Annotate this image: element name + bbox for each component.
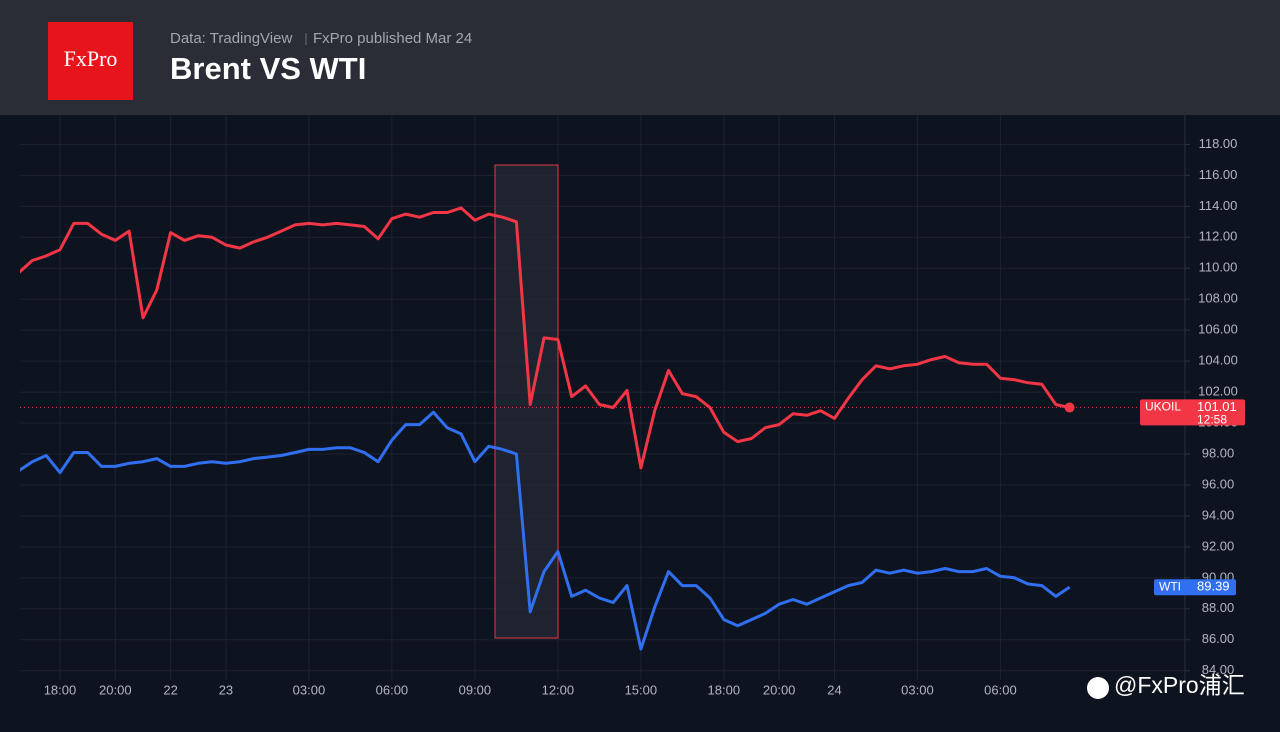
y-tick-label: 106.00	[1198, 322, 1238, 337]
labels: 84.0086.0088.0090.0092.0094.0096.0098.00…	[44, 136, 1245, 697]
x-tick-label: 03:00	[901, 682, 934, 697]
y-tick-label: 86.00	[1202, 631, 1235, 646]
x-tick-label: 20:00	[99, 682, 132, 697]
x-tick-label: 22	[163, 682, 177, 697]
y-tick-label: 98.00	[1202, 445, 1235, 460]
header	[0, 0, 1280, 115]
x-tick-label: 12:00	[542, 682, 575, 697]
logo	[48, 22, 133, 100]
chart-title: Brent VS WTI	[170, 51, 366, 86]
price-label-value: 89.39	[1197, 579, 1230, 594]
y-tick-label: 92.00	[1202, 538, 1235, 553]
logo-text: FxPro	[64, 46, 118, 71]
y-tick-label: 110.00	[1199, 260, 1238, 275]
price-label	[1140, 399, 1245, 426]
watermark: @FxPro浦汇	[1114, 672, 1245, 698]
x-tick-label: 09:00	[459, 682, 492, 697]
y-tick-label: 114.00	[1199, 198, 1238, 213]
y-tick-label: 118.00	[1199, 136, 1238, 151]
published: FxPro published Mar 24	[313, 30, 472, 47]
x-tick-label: 20:00	[763, 682, 796, 697]
x-tick-label: 24	[827, 682, 841, 697]
x-tick-label: 06:00	[984, 682, 1017, 697]
x-tick-label: 18:00	[708, 682, 741, 697]
x-tick-label: 15:00	[625, 682, 658, 697]
y-tick-label: 88.00	[1202, 600, 1235, 615]
price-label-name: WTI	[1159, 579, 1181, 593]
price-label-value: 101.01	[1197, 399, 1237, 414]
y-tick-label: 84.00	[1202, 662, 1235, 677]
y-tick-label: 104.00	[1198, 353, 1238, 368]
line	[20, 410, 1071, 651]
last-point	[1064, 402, 1075, 413]
price-label-name: UKOIL	[1145, 400, 1181, 414]
x-tick-label: 03:00	[293, 682, 326, 697]
y-tick-label: 102.00	[1198, 384, 1238, 399]
x-tick-label: 18:00	[44, 682, 77, 697]
y-tick-label: 116.00	[1199, 167, 1238, 182]
source: Data: TradingView	[170, 30, 292, 47]
y-tick-label: 108.00	[1198, 291, 1238, 306]
watermark-icon	[1087, 677, 1109, 699]
x-tick-label: 23	[219, 682, 233, 697]
x-tick-label: 06:00	[376, 682, 409, 697]
line	[20, 206, 1070, 470]
price-label	[1154, 579, 1236, 596]
y-tick-label: 112.00	[1199, 229, 1238, 244]
grid	[20, 115, 1190, 680]
lines	[20, 206, 1185, 651]
y-tick-label: 94.00	[1202, 507, 1235, 522]
y-tick-label: 96.00	[1202, 476, 1235, 491]
price-label-countdown: 12:58	[1197, 413, 1227, 427]
